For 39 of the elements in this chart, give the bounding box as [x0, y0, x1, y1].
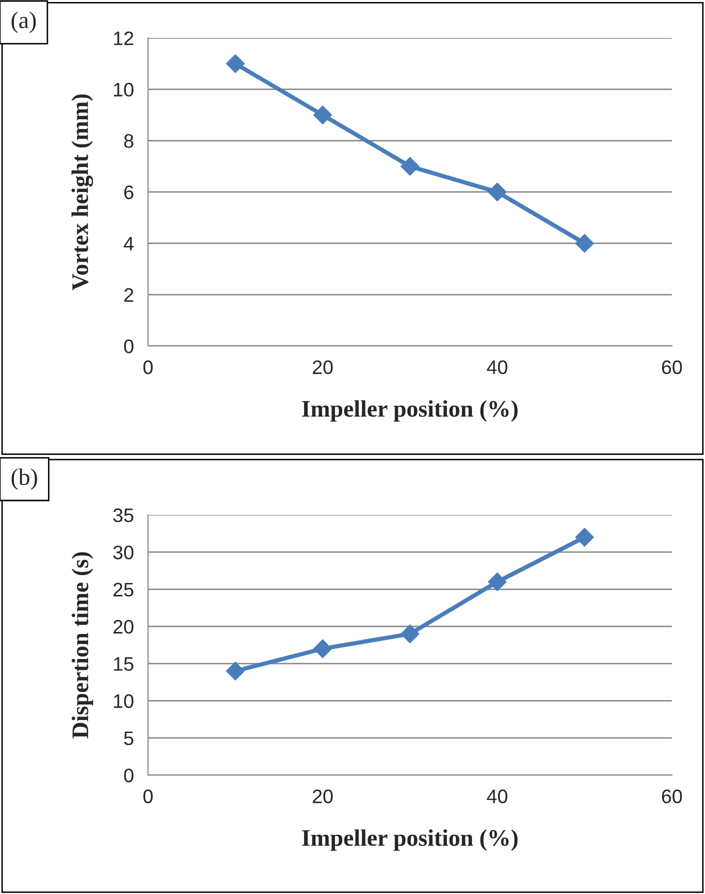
y-tick-label: 30 — [113, 546, 134, 560]
y-tick-label: 6 — [124, 185, 134, 200]
point — [575, 234, 594, 253]
x-tick-label: 0 — [143, 360, 153, 374]
x-tick-label: 20 — [312, 790, 333, 804]
y-tick-label: 35 — [113, 508, 134, 522]
x-tick-label: 60 — [662, 790, 682, 804]
y-tick-label: 5 — [124, 732, 134, 746]
point — [226, 662, 245, 680]
y-tick-label: 0 — [124, 768, 134, 782]
text: (a) — [12, 12, 36, 34]
y-axis-title: Vortex height (mm) — [71, 94, 94, 290]
x-tick-label: 40 — [486, 790, 508, 804]
x-tick-label: 0 — [143, 790, 153, 804]
point — [313, 106, 332, 124]
y-tick-label: 20 — [114, 620, 134, 634]
y-tick-label: 0 — [124, 339, 134, 354]
x-tick-label: 20 — [312, 360, 333, 374]
point — [488, 572, 507, 592]
y-tick-label: 10 — [114, 694, 134, 708]
y-tick-label: 2 — [124, 288, 134, 302]
point — [400, 624, 420, 644]
y-tick-label: 12 — [114, 31, 134, 46]
x-tick-label: 40 — [486, 360, 508, 374]
text: (b) — [12, 468, 38, 490]
x-tick-label: 60 — [662, 360, 682, 374]
point — [488, 182, 507, 202]
y-tick-label: 8 — [124, 134, 134, 148]
y-tick-label: 15 — [114, 657, 134, 671]
point — [226, 54, 245, 74]
y-tick-label: 4 — [124, 236, 134, 250]
point — [575, 528, 594, 547]
point — [400, 156, 420, 176]
y-axis-title: Dispertion time (s) — [72, 552, 94, 738]
point — [313, 639, 332, 658]
x-axis-title: Impeller position (%) — [302, 829, 518, 851]
y-tick-label: 10 — [114, 82, 134, 97]
x-axis-title: Impeller position (%) — [302, 400, 518, 422]
y-tick-label: 25 — [114, 582, 134, 597]
